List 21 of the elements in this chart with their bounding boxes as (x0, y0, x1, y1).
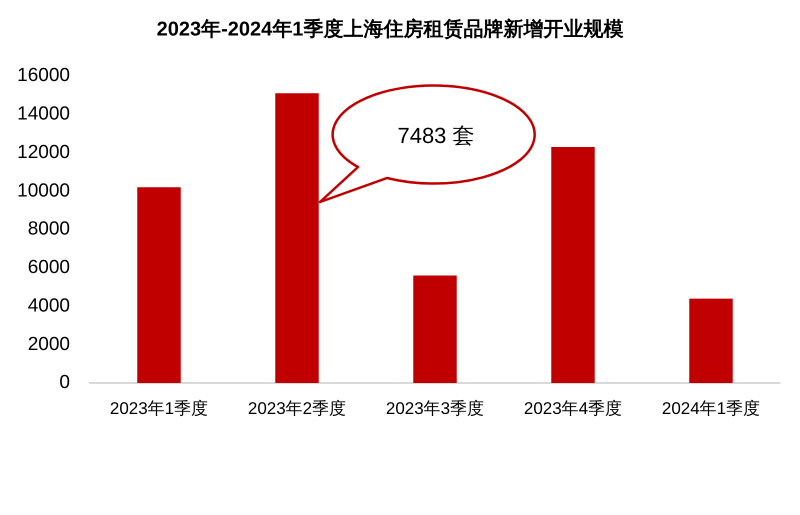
x-tick-label: 2023年4季度 (524, 398, 622, 418)
x-tick-label: 2023年3季度 (386, 398, 484, 418)
y-tick-label: 16000 (17, 65, 70, 86)
bar (137, 187, 181, 383)
y-tick-label: 4000 (28, 295, 70, 316)
x-tick-label: 2023年2季度 (248, 398, 346, 418)
y-tick-label: 12000 (17, 142, 70, 163)
x-tick-label: 2024年1季度 (662, 398, 760, 418)
y-tick-label: 6000 (28, 257, 70, 278)
bar (413, 276, 457, 383)
x-tick-label: 2023年1季度 (110, 398, 208, 418)
chart-title: 2023年-2024年1季度上海住房租赁品牌新增开业规模 (156, 18, 624, 41)
y-tick-label: 0 (59, 372, 70, 394)
bar (689, 298, 733, 383)
y-tick-label: 2000 (28, 334, 70, 355)
y-tick-label: 14000 (17, 104, 70, 125)
annotation: 7483 套 (397, 122, 475, 150)
bar (551, 146, 595, 383)
y-tick-label: 10000 (17, 180, 70, 202)
bar (275, 93, 319, 383)
y-tick-label: 8000 (28, 218, 70, 240)
